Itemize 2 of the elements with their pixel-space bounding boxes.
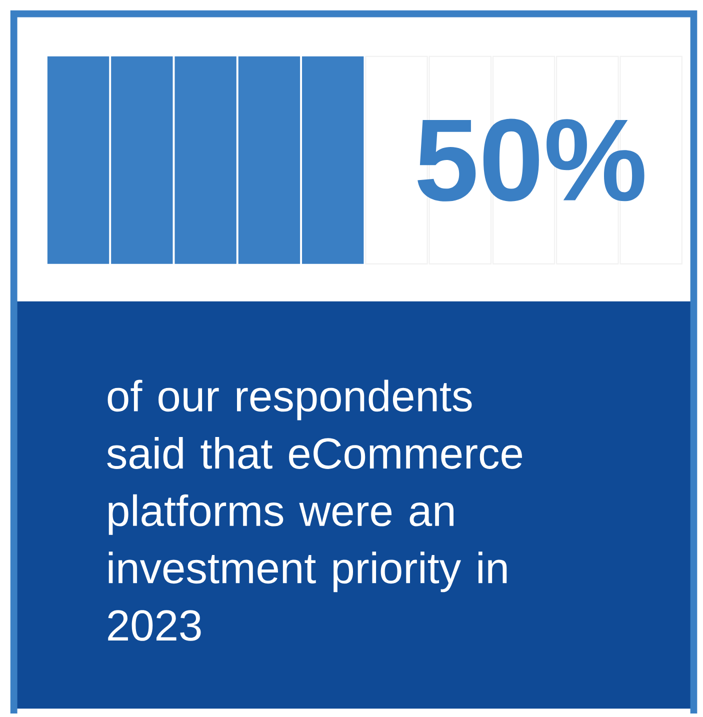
text: of our respondents said that eCommerce platforms were an investment priority in 2023: [107, 380, 522, 641]
data-label: 50%: [418, 118, 644, 202]
